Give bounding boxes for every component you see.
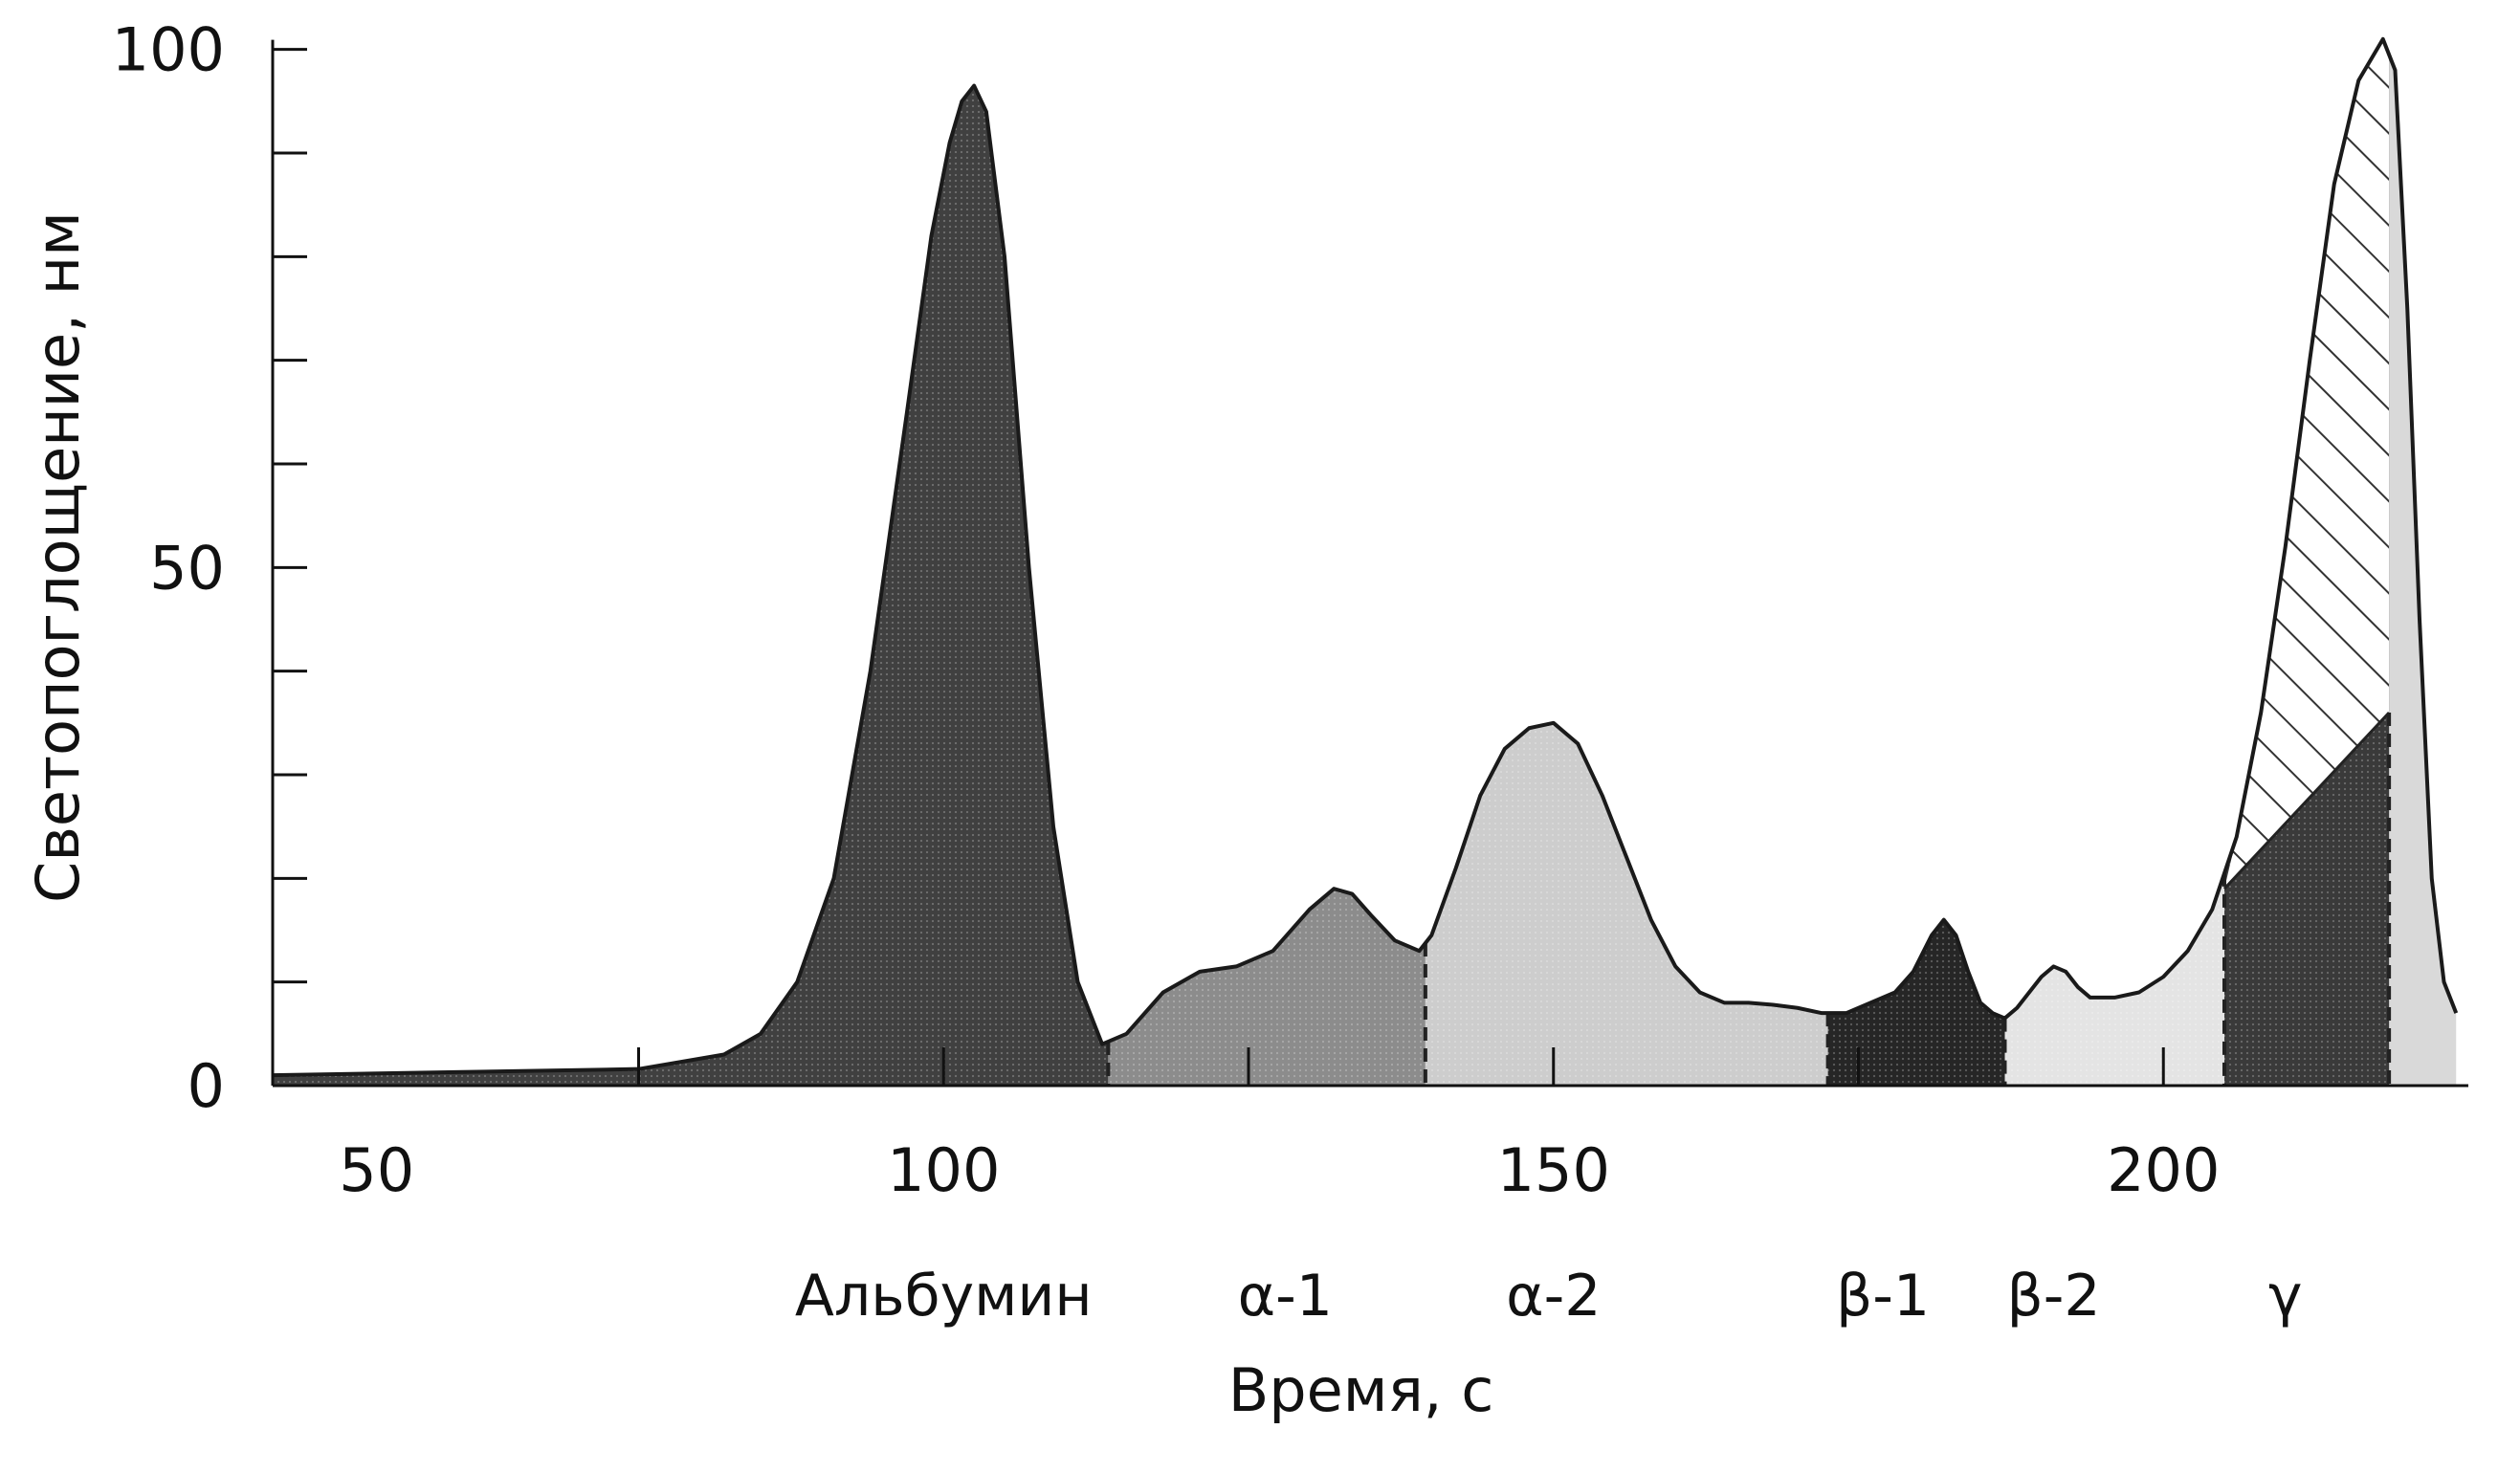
fraction-areas — [273, 38, 2457, 1086]
x-tick-label: 50 — [339, 1135, 414, 1205]
x-tick-label: 150 — [1497, 1135, 1610, 1205]
fraction-texture-4 — [2004, 872, 2224, 1086]
x-tick-label: 100 — [887, 1135, 1000, 1205]
x-tick-label: 200 — [2107, 1135, 2220, 1205]
absorbance-curve — [272, 36, 2459, 1078]
tick-marks — [272, 48, 2165, 1086]
y-tick-label: 0 — [188, 1051, 225, 1121]
fraction-label: α-2 — [1506, 1263, 1601, 1330]
fraction-label: β-2 — [2006, 1263, 2100, 1330]
y-axis-title: Светопоглощение, нм — [23, 211, 93, 903]
tick-labels: 0 50 100 50 100 150 200 — [112, 15, 2221, 1205]
x-axis-title: Время, с — [1228, 1355, 1494, 1425]
fraction-label: γ — [2268, 1263, 2303, 1330]
fraction-labels: Альбумин α-1 α-2 β-1 β-2 γ — [795, 1263, 2303, 1330]
fraction-texture-3 — [1827, 919, 2005, 1086]
gamma-split-line — [2222, 711, 2391, 890]
fraction-label: β-1 — [1836, 1263, 1930, 1330]
fraction-texture-2 — [1425, 722, 1828, 1086]
gamma-tail-area — [2389, 55, 2457, 1086]
fraction-label: α-1 — [1238, 1263, 1333, 1330]
y-tick-label: 50 — [149, 533, 225, 603]
fraction-label: Альбумин — [795, 1263, 1093, 1330]
gamma-hatched-area — [2224, 38, 2390, 890]
curve-layer — [272, 36, 2459, 1086]
fraction-texture-0 — [273, 85, 1109, 1086]
fraction-texture-1 — [1108, 889, 1426, 1086]
y-tick-label: 100 — [112, 15, 225, 85]
